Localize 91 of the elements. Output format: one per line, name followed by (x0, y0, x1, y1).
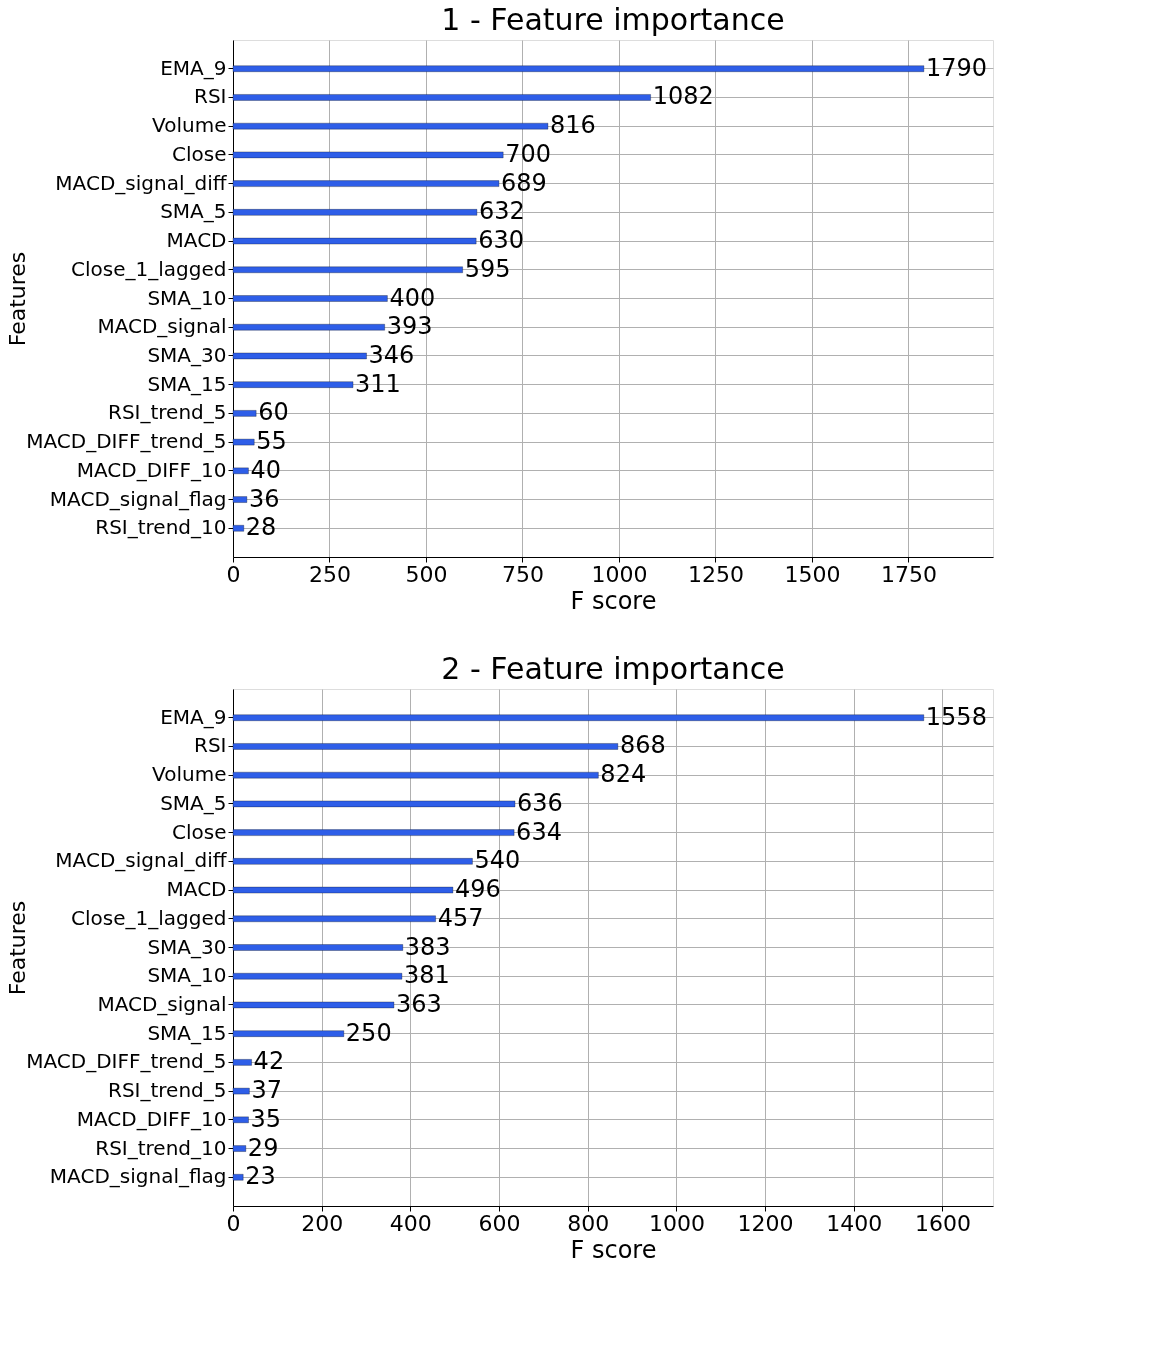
x-axis-title: F score (570, 586, 657, 615)
data-label: 393 (386, 312, 433, 341)
chart-title: 1 - Feature importance (441, 2, 785, 37)
data-label: 824 (600, 760, 647, 789)
x-tick-label: 1250 (687, 561, 744, 587)
x-tick-label: 1600 (914, 1210, 971, 1236)
data-label: 383 (404, 932, 451, 961)
x-tick-label: 1750 (880, 561, 937, 587)
data-label: 363 (395, 989, 442, 1018)
data-label: 689 (500, 168, 547, 197)
data-label: 595 (464, 254, 511, 283)
y-tick-label: MACD_signal (97, 314, 227, 339)
data-label: 816 (549, 111, 596, 140)
y-tick-label: SMA_5 (160, 790, 227, 815)
y-tick-label: MACD_DIFF_10 (76, 457, 227, 482)
y-tick-label: Close_1_lagged (71, 256, 227, 281)
chart-title: 2 - Feature importance (441, 651, 785, 686)
y-tick-label: MACD_DIFF_10 (76, 1106, 227, 1131)
data-label: 42 (253, 1047, 285, 1076)
y-tick-label: SMA_10 (147, 285, 227, 310)
x-tick-label: 1000 (648, 1210, 705, 1236)
data-label: 457 (437, 903, 484, 932)
x-tick-label: 750 (501, 561, 544, 587)
y-tick-label: RSI (194, 733, 227, 758)
y-tick-label: Close_1_lagged (71, 905, 227, 930)
data-label: 540 (474, 846, 521, 875)
data-label: 1082 (652, 82, 714, 111)
x-tick-label: 800 (567, 1210, 610, 1236)
data-label: 636 (517, 788, 563, 817)
y-axis-title: Features (4, 251, 30, 347)
x-tick-label: 1000 (591, 561, 648, 587)
data-label: 28 (245, 513, 277, 542)
x-tick-label: 250 (309, 561, 351, 587)
y-tick-label: MACD_signal_flag (49, 486, 227, 511)
data-label: 23 (245, 1162, 276, 1191)
y-tick-label: SMA_15 (147, 1020, 227, 1045)
data-label: 1790 (925, 53, 987, 82)
x-axis-title: F score (570, 1235, 657, 1264)
y-tick-label: SMA_30 (147, 934, 227, 959)
x-tick-label: 500 (405, 561, 448, 587)
x-tick-label: 1500 (784, 561, 841, 587)
data-label: 36 (248, 484, 280, 513)
data-label: 35 (250, 1104, 282, 1133)
y-tick-label: MACD_signal_diff (55, 848, 228, 873)
x-tick-label: 1400 (826, 1210, 883, 1236)
y-tick-label: MACD_signal_diff (55, 170, 228, 195)
data-label: 400 (389, 283, 436, 312)
y-tick-label: RSI_trend_5 (107, 400, 227, 425)
y-tick-label: MACD_DIFF_trend_5 (26, 429, 227, 454)
y-tick-label: MACD_DIFF_trend_5 (26, 1049, 227, 1074)
y-tick-label: SMA_15 (147, 371, 227, 396)
y-tick-label: SMA_30 (147, 342, 227, 367)
data-label: 632 (478, 197, 525, 226)
y-tick-label: EMA_9 (160, 55, 227, 80)
y-tick-label: SMA_10 (147, 963, 227, 988)
data-label: 37 (251, 1076, 282, 1105)
data-label: 700 (505, 139, 551, 168)
y-tick-label: RSI_trend_10 (95, 515, 227, 540)
data-label: 496 (454, 875, 501, 904)
y-tick-label: MACD (166, 877, 227, 902)
data-label: 1558 (925, 702, 987, 731)
y-tick-label: MACD (166, 228, 227, 253)
y-tick-label: MACD_signal (97, 991, 227, 1016)
y-tick-label: RSI_trend_10 (95, 1135, 227, 1160)
data-label: 311 (355, 369, 401, 398)
data-label: 40 (250, 455, 281, 484)
y-tick-label: RSI (194, 84, 227, 109)
x-tick-label: 600 (478, 1210, 521, 1236)
data-label: 634 (516, 817, 562, 846)
x-tick-label: 0 (226, 1210, 241, 1236)
x-tick-label: 400 (389, 1210, 432, 1236)
data-label: 630 (478, 226, 524, 255)
y-tick-label: EMA_9 (160, 704, 227, 729)
data-label: 381 (403, 961, 450, 990)
data-label: 55 (256, 427, 287, 456)
y-tick-label: SMA_5 (160, 199, 227, 224)
y-tick-label: MACD_signal_flag (49, 1164, 227, 1189)
data-label: 346 (368, 340, 415, 369)
x-tick-label: 0 (226, 561, 241, 587)
y-tick-label: Volume (152, 113, 227, 138)
data-label: 250 (345, 1018, 392, 1047)
y-tick-label: RSI_trend_5 (107, 1078, 227, 1103)
data-label: 60 (258, 398, 289, 427)
x-tick-label: 200 (301, 1210, 344, 1236)
x-tick-label: 1200 (737, 1210, 794, 1236)
y-tick-label: Volume (152, 762, 227, 787)
y-tick-label: Close (172, 819, 227, 844)
data-label: 868 (619, 731, 666, 760)
y-tick-label: Close (172, 141, 227, 166)
data-label: 29 (247, 1133, 279, 1162)
y-axis-title: Features (4, 900, 30, 996)
